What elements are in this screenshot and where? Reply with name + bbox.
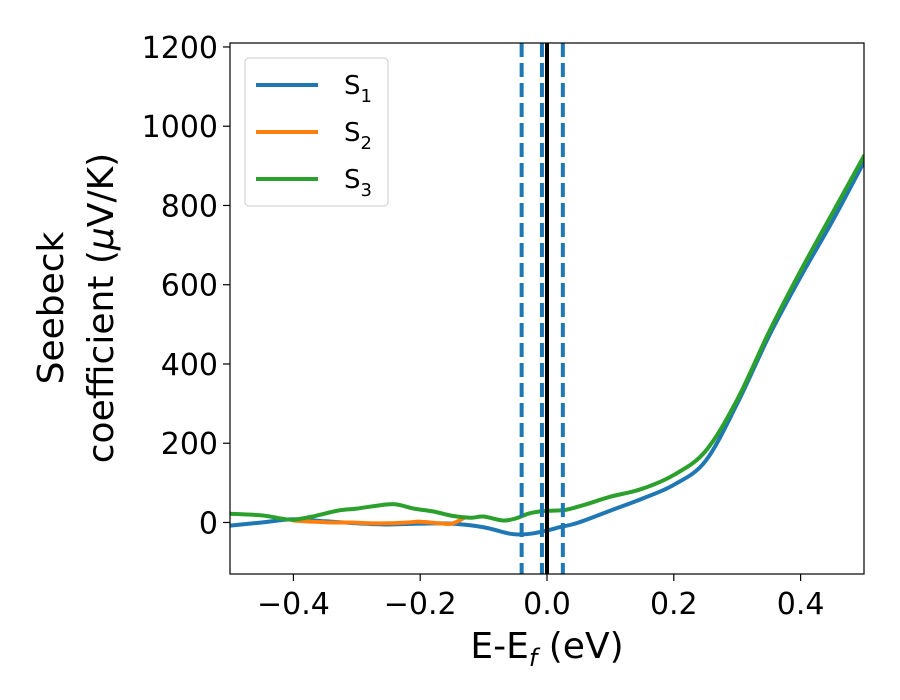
x-axis-title: E-Ef (eV): [470, 626, 623, 672]
x-tick-label: 0.2: [650, 587, 698, 622]
y-axis-ticks: 0 200 400 600 800 1000 1200: [142, 31, 230, 541]
y-tick-label: 800: [161, 189, 218, 224]
y-axis-title-line2: coefficient (μV/K): [81, 153, 122, 463]
legend: S1 S2 S3: [244, 57, 389, 207]
legend-label-s3: S3: [344, 165, 372, 201]
x-tick-label: 0.0: [523, 587, 571, 622]
x-axis-ticks: −0.4 −0.2 0.0 0.2 0.4: [257, 574, 824, 622]
x-tick-label: −0.4: [257, 587, 330, 622]
x-tick-label: −0.2: [384, 587, 457, 622]
y-tick-label: 200: [161, 427, 218, 462]
y-tick-label: 1000: [142, 110, 218, 145]
y-tick-label: 1200: [142, 31, 218, 66]
y-axis-title: Seebeck coefficient (μV/K): [31, 153, 122, 463]
y-axis-title-line1: Seebeck: [31, 231, 72, 384]
y-tick-label: 400: [161, 348, 218, 383]
vertical-lines: [519, 43, 565, 574]
legend-label-s1: S1: [344, 71, 372, 107]
series-line-s2: [291, 515, 467, 527]
legend-label-s2: S2: [344, 118, 372, 154]
y-tick-label: 600: [161, 269, 218, 304]
x-tick-label: 0.4: [777, 587, 825, 622]
series-line-s3: [230, 153, 864, 523]
y-tick-label: 0: [199, 506, 218, 541]
